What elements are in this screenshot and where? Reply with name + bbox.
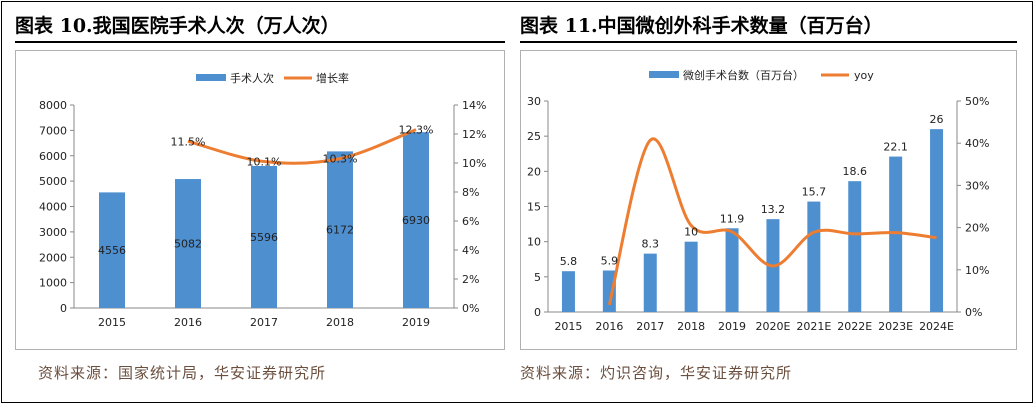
y-tick-label: 10 xyxy=(527,236,541,249)
x-tick-label: 2020E xyxy=(755,320,790,333)
y2-tick-label: 10% xyxy=(462,157,486,170)
bar xyxy=(175,179,201,308)
y2-tick-label: 6% xyxy=(462,215,479,228)
y2-tick-label: 4% xyxy=(462,244,479,257)
x-tick-label: 2022E xyxy=(837,320,872,333)
x-tick-label: 2019 xyxy=(402,316,430,329)
bar-value-label: 5082 xyxy=(174,238,202,251)
right-chart-panel: 微创手术台数（百万台） yoy 0 5 10 15 20 25 30 0% 10% 20% 30% 4… xyxy=(520,50,1017,350)
x-tick-label: 2017 xyxy=(250,316,278,329)
legend-line-label: yoy xyxy=(854,69,874,82)
y2-tick-label: 30% xyxy=(965,179,989,192)
bar xyxy=(602,270,616,312)
y-tick-label: 8000 xyxy=(39,99,67,112)
x-tick-label: 2021E xyxy=(796,320,831,333)
y-tick-label: 1000 xyxy=(39,277,67,290)
left-title-rule xyxy=(15,41,505,43)
bar-value-label: 4556 xyxy=(98,244,126,257)
bar-value-label: 5.9 xyxy=(601,255,619,268)
y2-tick-label: 20% xyxy=(965,222,989,235)
x-tick-label: 2019 xyxy=(718,320,746,333)
y-tick-label: 4000 xyxy=(39,201,67,214)
legend-bar-label: 手术人次 xyxy=(230,71,274,85)
y-tick-label: 6000 xyxy=(39,150,67,163)
x-tick-label: 2024E xyxy=(919,320,954,333)
right-title-rule xyxy=(520,41,1017,43)
x-tick-label: 2015 xyxy=(98,316,126,329)
y2-tick-label: 0% xyxy=(462,302,479,315)
right-source-note: 资料来源：灼识咨询，华安证券研究所 xyxy=(520,364,793,382)
y-tick-label: 20 xyxy=(527,165,541,178)
y-tick-label: 15 xyxy=(527,201,541,214)
y2-tick-label: 10% xyxy=(965,264,989,277)
y2-tick-label: 0% xyxy=(965,306,982,319)
y2-tick-label: 40% xyxy=(965,137,989,150)
y2-tick-label: 50% xyxy=(965,95,989,108)
line-value-label: 10.1% xyxy=(247,156,282,169)
right-chart-title: 图表 11.中国微创外科手术数量（百万台） xyxy=(520,15,883,37)
bar xyxy=(889,156,903,312)
x-tick-label: 2015 xyxy=(554,320,582,333)
y-tick-label: 5000 xyxy=(39,175,67,188)
bar xyxy=(403,132,429,308)
bar-value-label: 22.1 xyxy=(883,141,908,154)
bar-value-label: 5596 xyxy=(250,231,278,244)
y2-tick-label: 8% xyxy=(462,186,479,199)
y-tick-label: 5 xyxy=(534,271,541,284)
bar-value-label: 26 xyxy=(930,113,944,126)
bar xyxy=(99,192,125,308)
bar xyxy=(561,271,575,312)
bar-value-label: 5.8 xyxy=(560,255,578,268)
left-chart: 手术人次 增长率 0 1000 2000 3000 4000 5000 6000 7000 80… xyxy=(39,71,486,329)
y-tick-label: 0 xyxy=(60,302,67,315)
line-series xyxy=(607,137,937,306)
x-tick-label: 2018 xyxy=(677,320,705,333)
right-legend: 微创手术台数（百万台） yoy xyxy=(649,68,874,82)
bar-value-label: 18.6 xyxy=(843,165,868,178)
x-tick-label: 2023E xyxy=(878,320,913,333)
line-value-label: 10.3% xyxy=(323,153,358,166)
y2-tick-label: 12% xyxy=(462,128,486,141)
bar-value-label: 11.9 xyxy=(720,212,745,225)
line-value-label: 11.5% xyxy=(171,135,206,148)
bar-value-label: 6930 xyxy=(402,214,430,227)
y-tick-label: 25 xyxy=(527,130,541,143)
bar xyxy=(684,241,698,312)
bar-value-label: 10 xyxy=(684,226,698,239)
y-tick-label: 7000 xyxy=(39,124,67,137)
y-tick-label: 0 xyxy=(534,306,541,319)
left-chart-panel: 手术人次 增长率 0 1000 2000 3000 4000 5000 6000 7000 80… xyxy=(15,50,505,350)
x-tick-label: 2016 xyxy=(174,316,202,329)
bar xyxy=(725,228,739,312)
bar xyxy=(930,129,944,312)
x-tick-label: 2017 xyxy=(636,320,664,333)
bar xyxy=(848,181,862,312)
legend-line-label: 增长率 xyxy=(316,71,349,85)
y-tick-label: 2000 xyxy=(39,251,67,264)
left-legend: 手术人次 增长率 xyxy=(196,71,349,85)
bar xyxy=(327,151,353,308)
y2-tick-label: 14% xyxy=(462,99,486,112)
x-tick-label: 2018 xyxy=(326,316,354,329)
y-tick-label: 3000 xyxy=(39,226,67,239)
left-chart-title: 图表 10.我国医院手术人次（万人次） xyxy=(15,15,340,37)
bar-value-label: 13.2 xyxy=(761,203,786,216)
bar-value-label: 15.7 xyxy=(802,186,827,199)
bar-value-label: 6172 xyxy=(326,224,354,237)
y2-tick-label: 2% xyxy=(462,273,479,286)
bar-value-label: 8.3 xyxy=(642,238,660,251)
x-tick-label: 2016 xyxy=(595,320,623,333)
legend-bar-swatch xyxy=(196,74,226,81)
y-tick-label: 30 xyxy=(527,95,541,108)
line-value-label: 12.3% xyxy=(399,124,434,137)
left-source-note: 资料来源：国家统计局，华安证券研究所 xyxy=(38,364,327,382)
bar xyxy=(643,253,657,312)
bar xyxy=(251,166,277,308)
line-series xyxy=(187,128,417,165)
legend-bar-swatch xyxy=(649,71,679,78)
bar xyxy=(807,201,821,312)
legend-bar-label: 微创手术台数（百万台） xyxy=(683,68,804,82)
right-chart: 微创手术台数（百万台） yoy 0 5 10 15 20 25 30 0% 10% 20% 30% 4… xyxy=(527,68,989,333)
